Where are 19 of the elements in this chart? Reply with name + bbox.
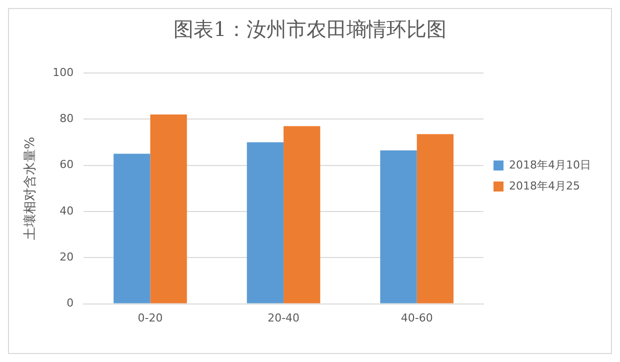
chart-title: 图表1：汝州市农田墒情环比图 — [174, 17, 446, 42]
bar — [380, 150, 417, 304]
y-tick-label: 100 — [52, 66, 74, 79]
x-tick-label: 20-40 — [268, 311, 300, 324]
y-axis-title: 土壤相对含水量% — [23, 136, 38, 240]
y-tick-label: 20 — [60, 250, 74, 264]
x-tick-label: 40-60 — [400, 311, 433, 324]
y-tick-label: 0 — [66, 296, 74, 310]
legend-label: 2018年4月25 — [509, 179, 580, 192]
bar — [114, 154, 150, 304]
y-tick-label: 60 — [60, 158, 74, 172]
bar — [416, 134, 454, 304]
bar — [284, 126, 320, 304]
x-tick-label: 0-20 — [138, 311, 163, 324]
y-tick-label: 80 — [60, 112, 74, 126]
y-tick-label: 40 — [60, 204, 74, 218]
bar — [150, 114, 187, 304]
bar — [246, 142, 284, 304]
legend-label: 2018年4月10日 — [509, 158, 592, 172]
